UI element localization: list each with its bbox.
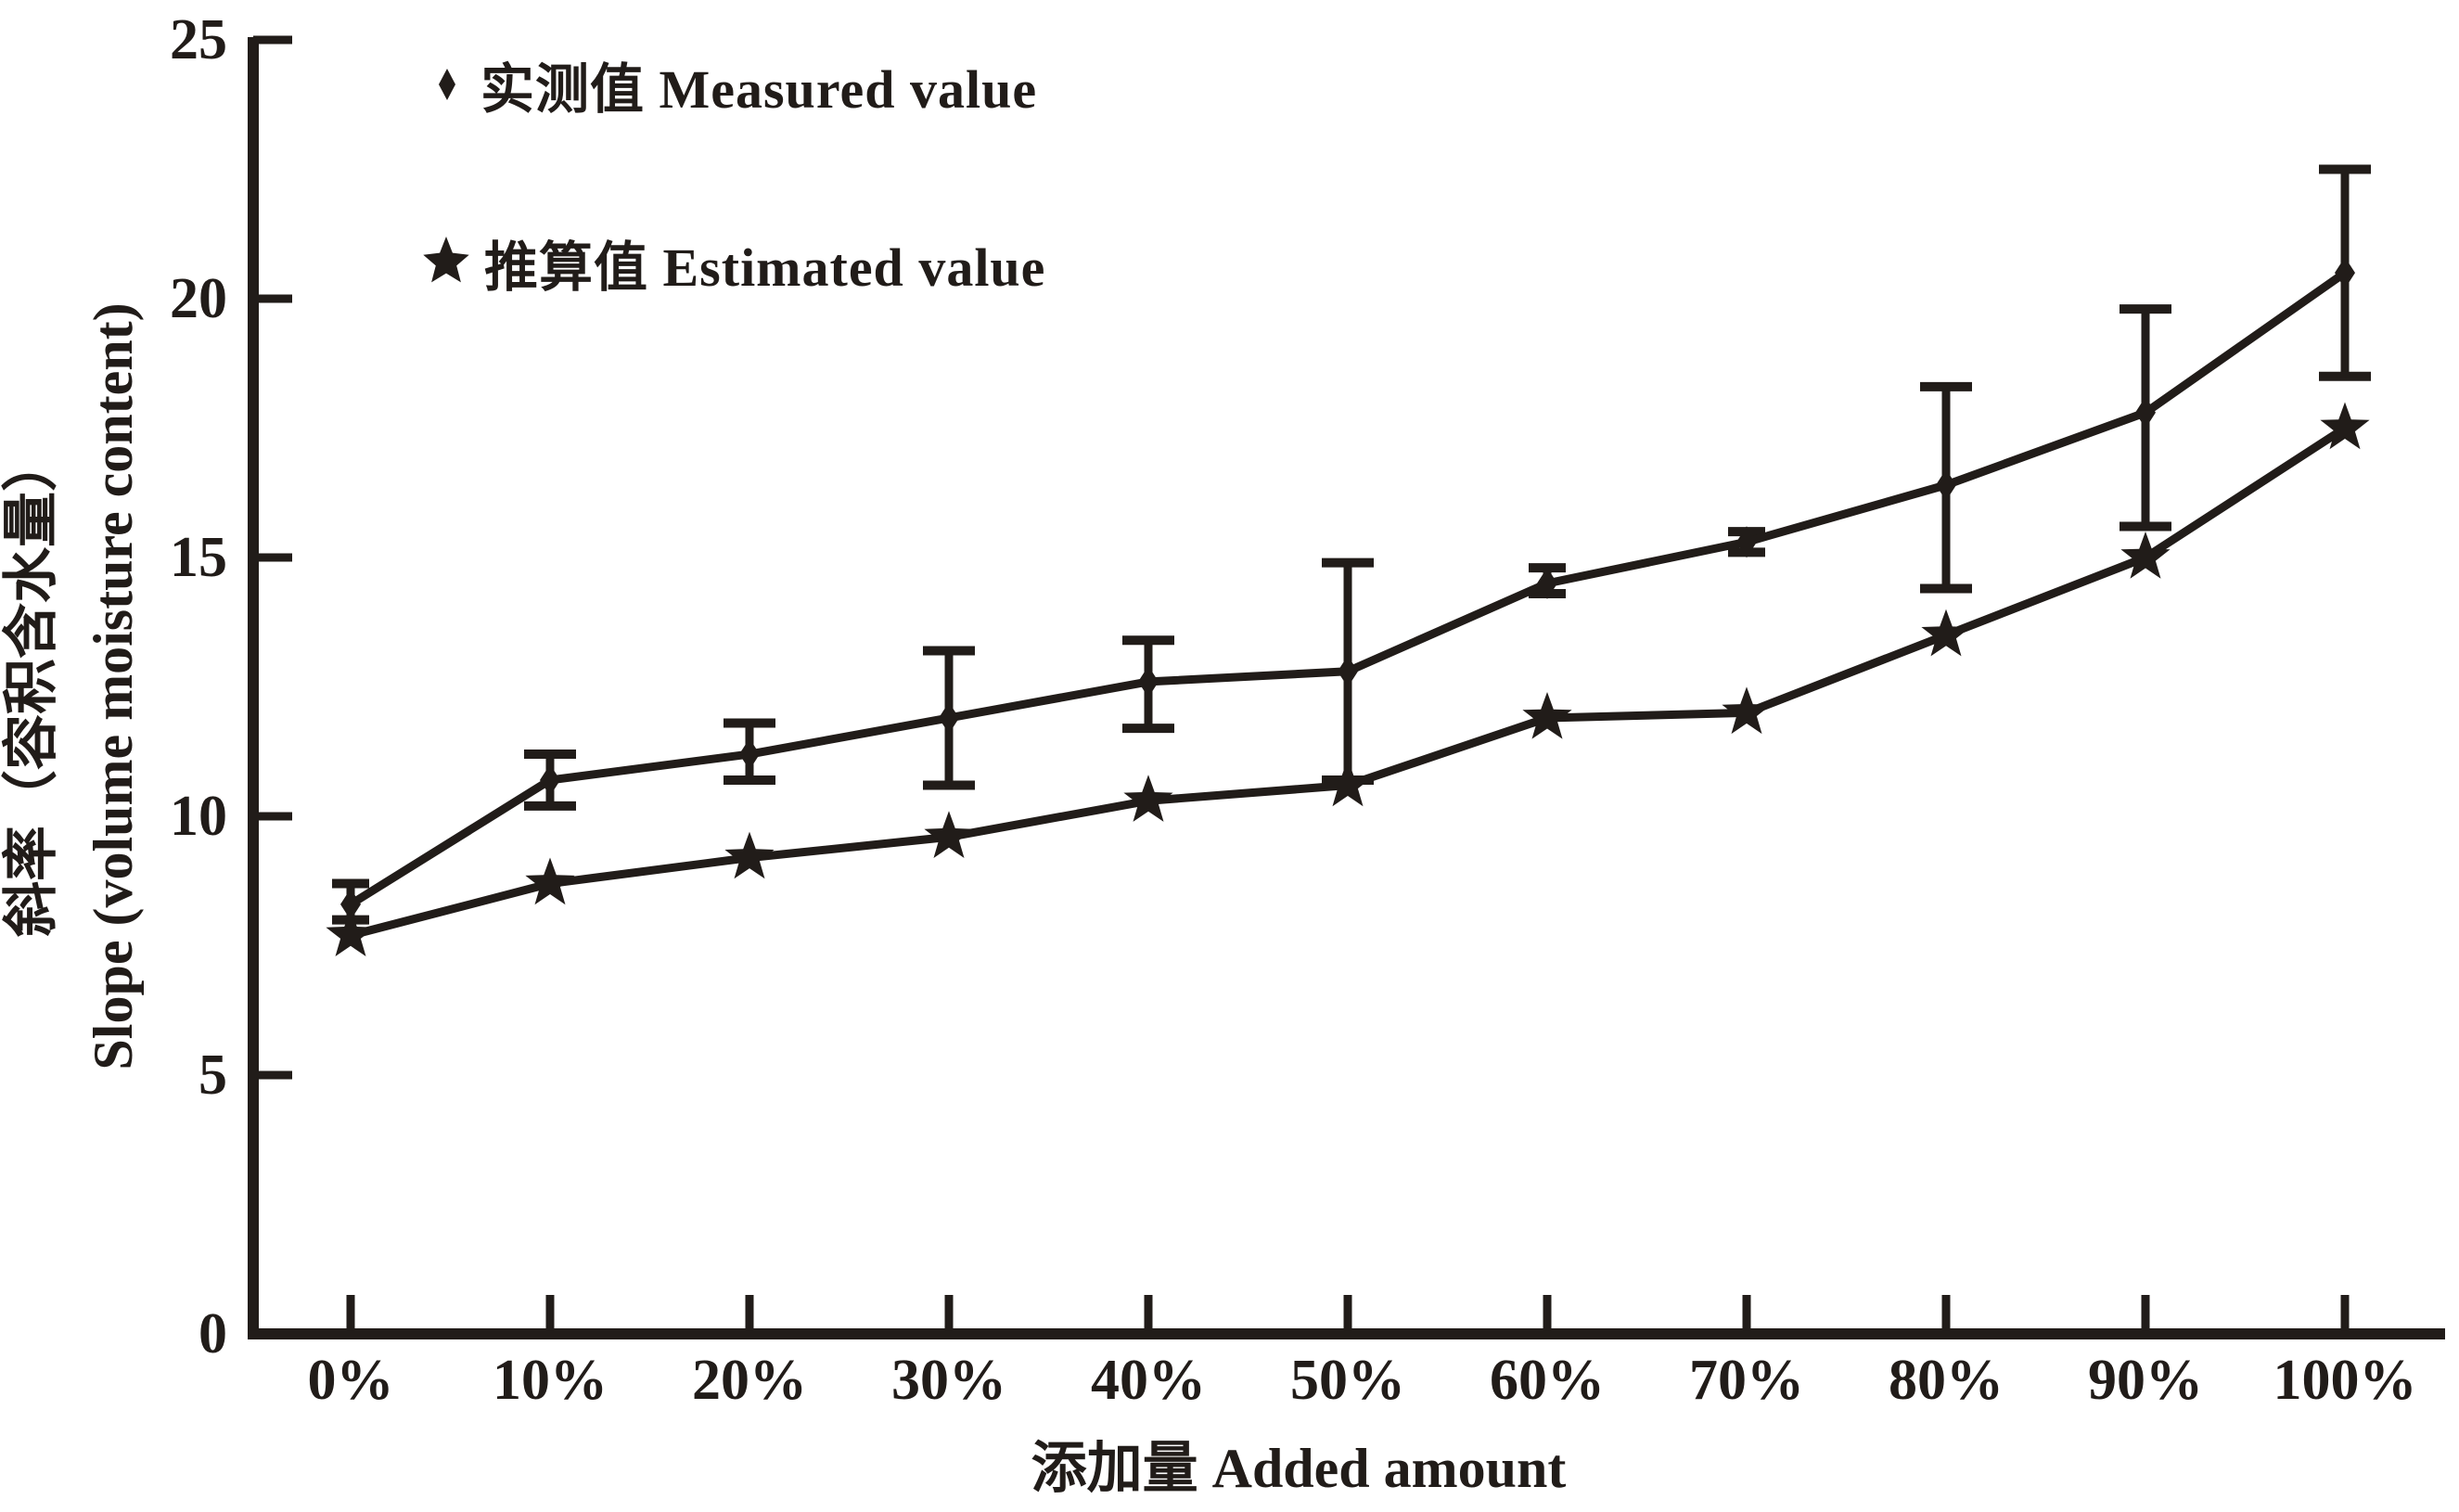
x-tick-label: 100% bbox=[2273, 1349, 2417, 1412]
diamond-marker bbox=[939, 701, 959, 734]
diamond-icon bbox=[439, 69, 455, 100]
star-shape bbox=[423, 237, 469, 283]
diamond-marker bbox=[739, 738, 760, 771]
star-marker bbox=[724, 831, 775, 879]
star-marker bbox=[1722, 686, 1772, 735]
y-tick-label: 0 bbox=[199, 1302, 227, 1365]
star-marker bbox=[1323, 759, 1373, 807]
y-tick-label: 20 bbox=[170, 267, 227, 330]
x-tick-label: 20% bbox=[692, 1349, 807, 1412]
legend-label-estimated: 推算值 Estimated value bbox=[484, 237, 1046, 298]
y-tick-label: 10 bbox=[170, 785, 227, 848]
legend-item-estimated: 推算值 Estimated value bbox=[417, 230, 1045, 298]
star-marker bbox=[2120, 532, 2171, 579]
diamond-marker bbox=[340, 888, 361, 920]
star-marker bbox=[326, 909, 376, 956]
diamond-marker bbox=[2135, 396, 2156, 429]
x-tick-label: 30% bbox=[891, 1349, 1006, 1412]
diamond-marker bbox=[540, 763, 560, 796]
diamond-marker bbox=[1537, 567, 1557, 599]
y-axis-title-en: Slope (volume moisture content) bbox=[83, 302, 144, 1070]
star-marker bbox=[1921, 609, 1971, 657]
x-tick-label: 60% bbox=[1490, 1349, 1605, 1412]
diamond-marker bbox=[1338, 655, 1358, 687]
x-tick-label: 40% bbox=[1091, 1349, 1206, 1412]
x-tick-label: 0% bbox=[308, 1349, 394, 1412]
star-marker bbox=[2320, 402, 2370, 450]
star-icon bbox=[423, 237, 469, 283]
diamond-marker bbox=[1736, 526, 1757, 558]
x-tick-label: 50% bbox=[1290, 1349, 1405, 1412]
legend-item-measured: 实测值 Measured value bbox=[425, 54, 1037, 120]
legend-label-measured: 实测值 Measured value bbox=[480, 59, 1038, 120]
y-tick-label: 15 bbox=[170, 526, 227, 589]
diamond-marker bbox=[2335, 257, 2355, 289]
star-marker bbox=[525, 857, 575, 905]
x-tick-label: 80% bbox=[1889, 1349, 2004, 1412]
star-marker bbox=[1123, 775, 1173, 822]
x-tick-label: 10% bbox=[493, 1349, 608, 1412]
y-tick-label: 25 bbox=[170, 8, 227, 71]
y-axis-title-cn: 斜率（容积含水量） bbox=[1, 436, 62, 937]
y-tick-label: 5 bbox=[199, 1044, 227, 1107]
x-tick-label: 70% bbox=[1689, 1349, 1804, 1412]
x-axis-title: 添加量 Added amount bbox=[1031, 1438, 1567, 1499]
star-marker bbox=[924, 811, 974, 858]
diamond-marker bbox=[1138, 665, 1159, 698]
diamond-marker bbox=[1936, 468, 1956, 501]
x-tick-label: 90% bbox=[2088, 1349, 2203, 1412]
star-marker bbox=[1522, 692, 1572, 739]
